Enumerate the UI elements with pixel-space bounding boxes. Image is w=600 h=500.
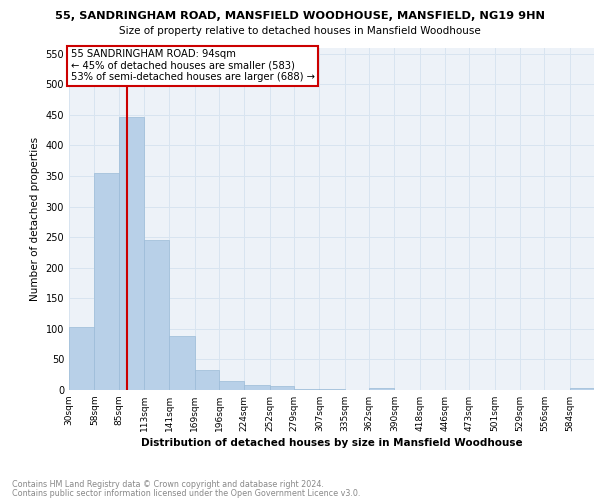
Text: Size of property relative to detached houses in Mansfield Woodhouse: Size of property relative to detached ho… xyxy=(119,26,481,36)
Bar xyxy=(194,370,219,390)
Bar xyxy=(144,240,169,390)
Bar xyxy=(569,388,595,390)
Bar xyxy=(269,386,294,390)
Bar xyxy=(369,388,394,390)
Bar xyxy=(219,381,244,390)
X-axis label: Distribution of detached houses by size in Mansfield Woodhouse: Distribution of detached houses by size … xyxy=(140,438,523,448)
Text: 55, SANDRINGHAM ROAD, MANSFIELD WOODHOUSE, MANSFIELD, NG19 9HN: 55, SANDRINGHAM ROAD, MANSFIELD WOODHOUS… xyxy=(55,11,545,21)
Bar xyxy=(94,173,119,390)
Text: 55 SANDRINGHAM ROAD: 94sqm
← 45% of detached houses are smaller (583)
53% of sem: 55 SANDRINGHAM ROAD: 94sqm ← 45% of deta… xyxy=(71,49,315,82)
Bar xyxy=(69,327,94,390)
Bar xyxy=(294,389,319,390)
Y-axis label: Number of detached properties: Number of detached properties xyxy=(30,136,40,301)
Bar xyxy=(244,385,269,390)
Bar xyxy=(169,336,194,390)
Text: Contains public sector information licensed under the Open Government Licence v3: Contains public sector information licen… xyxy=(12,488,361,498)
Text: Contains HM Land Registry data © Crown copyright and database right 2024.: Contains HM Land Registry data © Crown c… xyxy=(12,480,324,489)
Bar xyxy=(119,116,144,390)
